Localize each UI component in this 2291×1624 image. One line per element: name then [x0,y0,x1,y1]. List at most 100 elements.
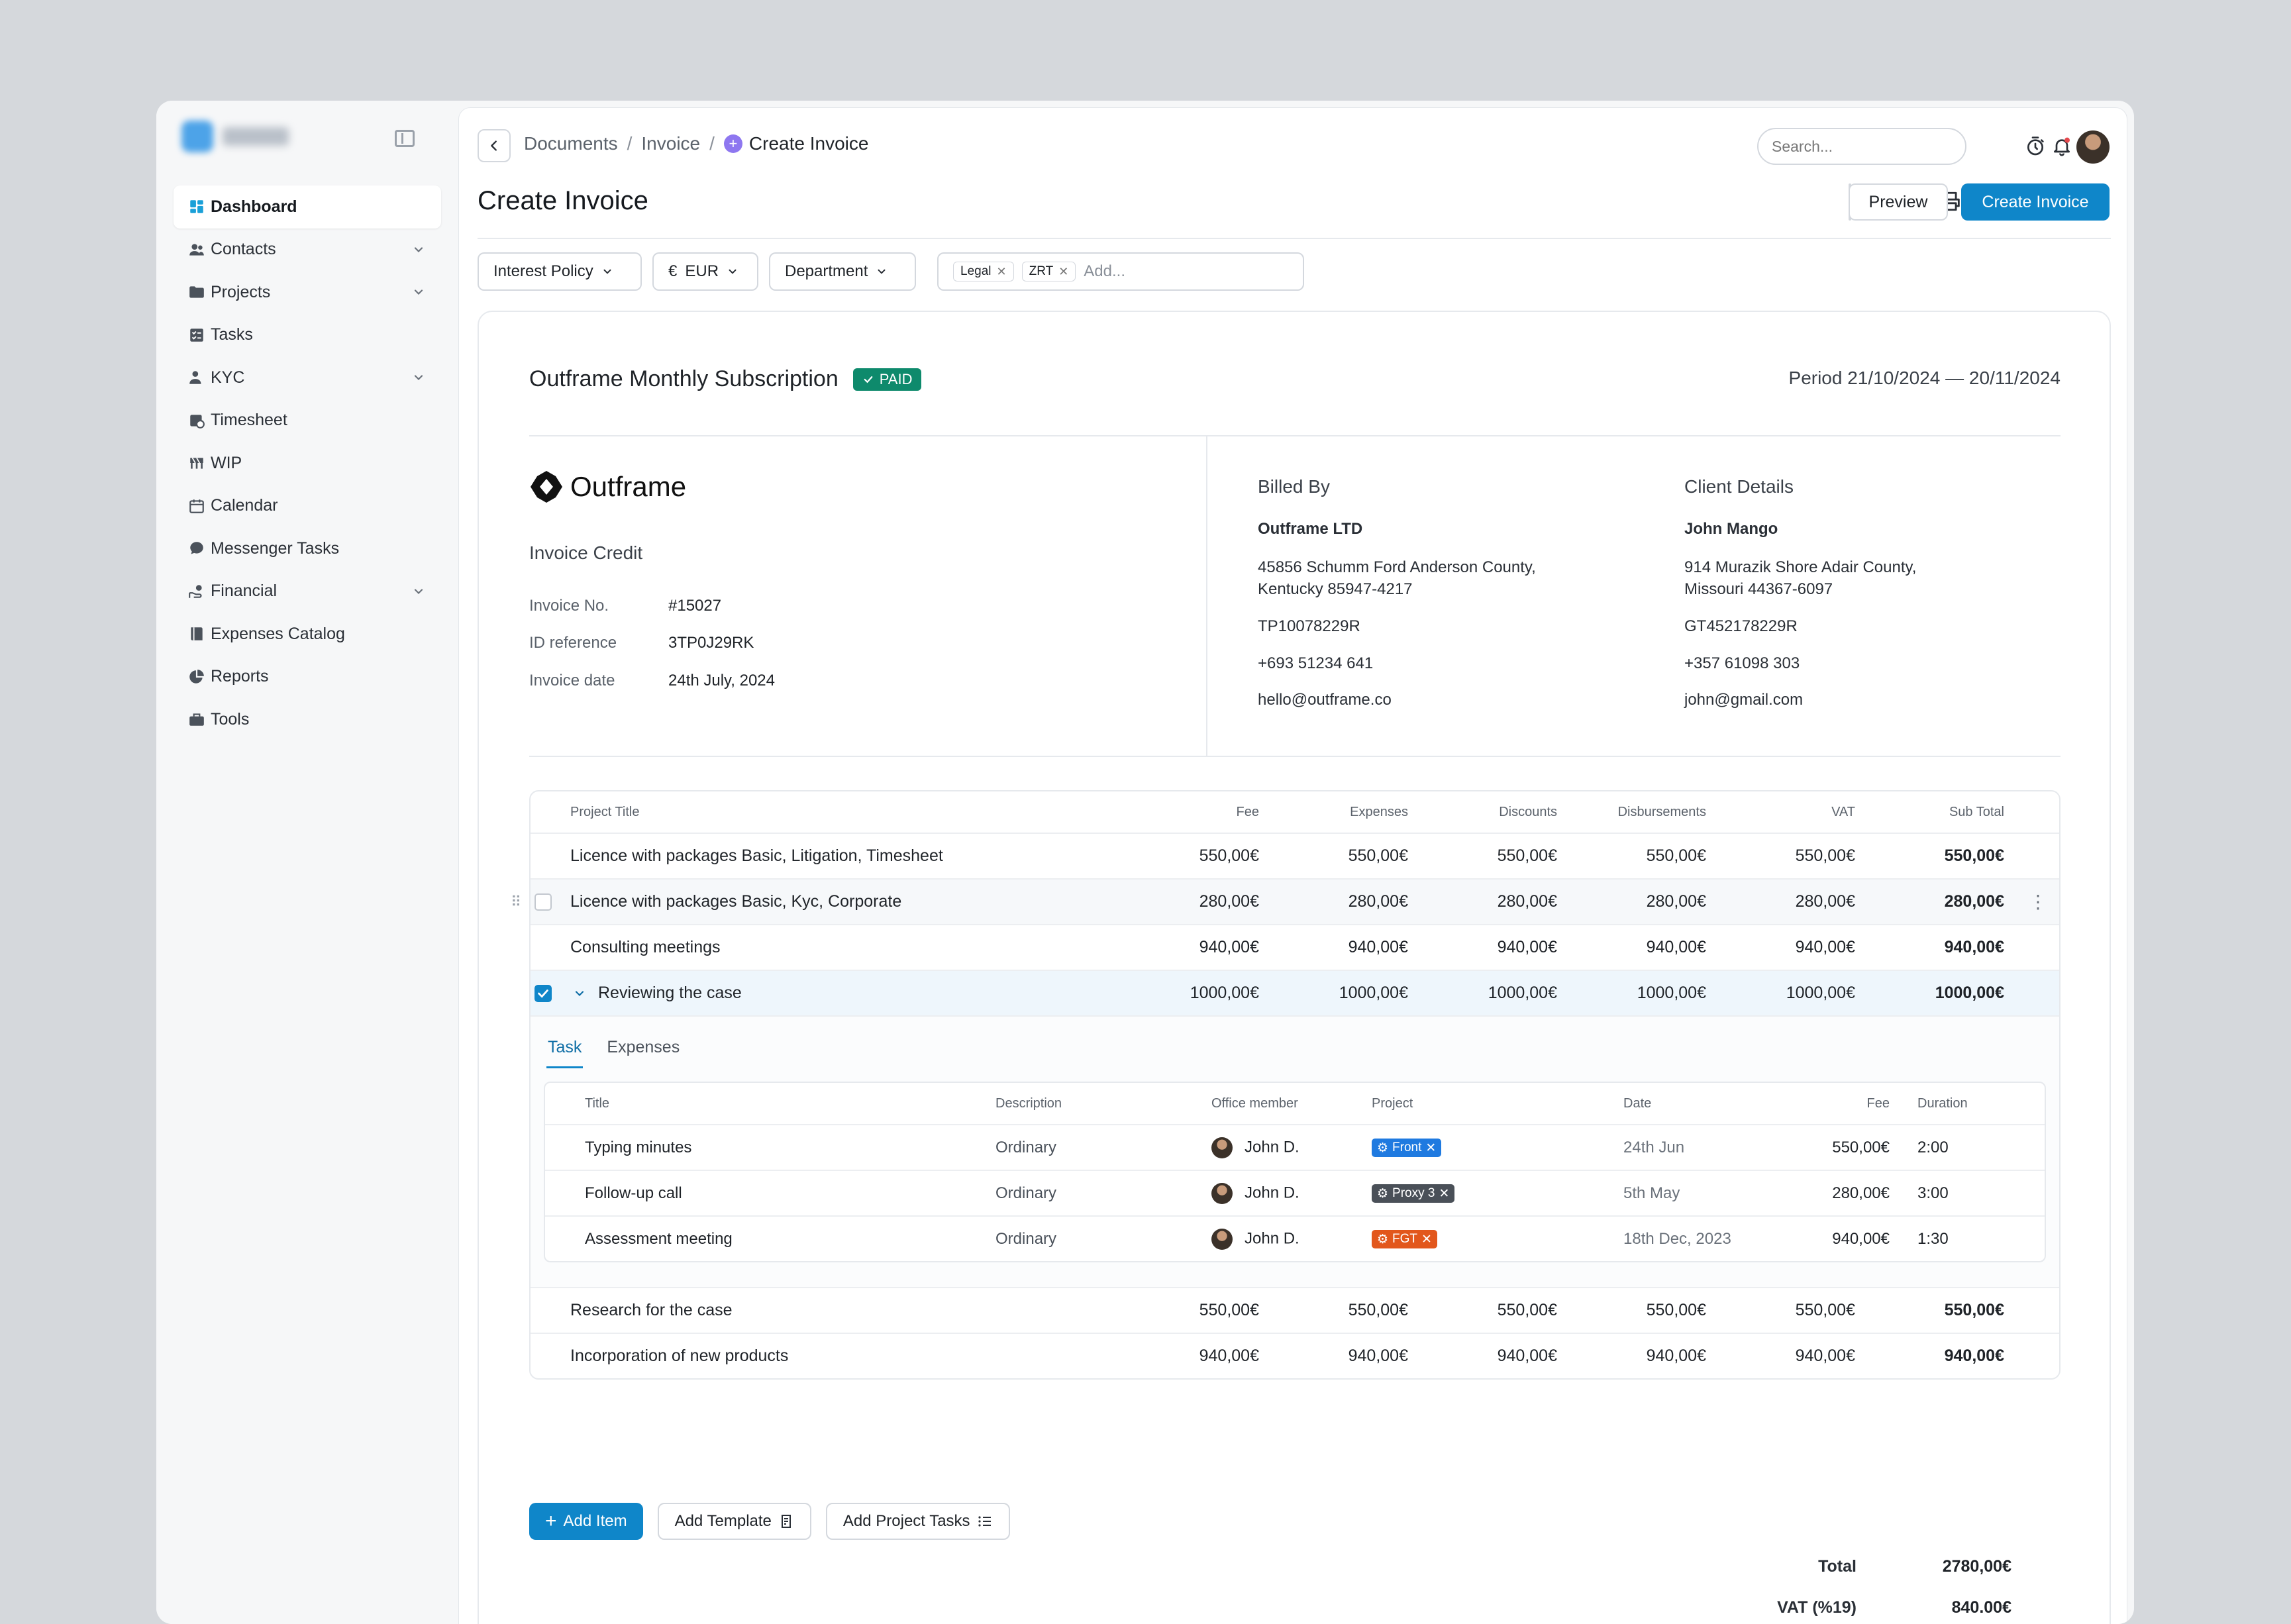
toolbox-icon [188,711,205,728]
row-checkbox[interactable] [535,893,552,911]
sidebar-item-wip[interactable]: WIP [174,442,441,485]
sidebar-item-projects[interactable]: Projects [174,271,441,314]
table-row[interactable]: ⠿ ⋮ Licence with packages Basic, Kyc, Corp… [511,878,2059,924]
sidebar-collapse-icon[interactable] [395,130,415,147]
sidebar-item-kyc[interactable]: KYC [174,356,441,399]
item-discounts: 280,00€ [1497,892,1557,911]
billed-by-phone: +693 51234 641 [1258,654,1374,672]
breadcrumb-invoice[interactable]: Invoice [641,133,701,154]
task-description: Ordinary [995,1229,1057,1248]
sidebar-item-expenses-catalog[interactable]: Expenses Catalog [174,613,441,656]
item-fee: 550,00€ [1199,846,1259,865]
add-project-tasks-button[interactable]: Add Project Tasks [825,1503,1010,1540]
item-title: Research for the case [570,1301,733,1319]
table-row[interactable]: Incorporation of new products 940,00€ 940,… [531,1333,2059,1378]
table-row[interactable]: Research for the case 550,00€ 550,00€ 550,0… [531,1287,2059,1333]
task-row[interactable]: Follow-up call Ordinary John D. ⚙ Proxy 3 ✕ 5t… [545,1170,2045,1215]
divider-vertical [1206,436,1207,757]
item-vat: 940,00€ [1795,1346,1855,1365]
table-row[interactable]: Consulting meetings 940,00€ 940,00€ 940,00€… [531,924,2059,970]
task-row[interactable]: Assessment meeting Ordinary John D. ⚙ FGT ✕ 18… [545,1215,2045,1261]
column-header: Office member [1211,1095,1298,1111]
preview-button[interactable]: Preview [1849,183,1948,221]
calendar-icon [188,497,205,515]
remove-project-icon[interactable]: ✕ [1421,1232,1432,1246]
column-header: Discounts [1499,804,1557,819]
add-item-button[interactable]: + Add Item [529,1503,643,1540]
bell-icon[interactable] [2051,136,2072,157]
item-sub: 940,00€ [1944,1346,2004,1365]
status-label: PAID [879,370,913,387]
table-row[interactable]: Licence with packages Basic, Litigation,… [531,833,2059,878]
tag-label: Legal [960,264,992,278]
status-badge: PAID [852,368,922,391]
sidebar-item-label: Calendar [211,496,278,515]
sidebar-item-timesheet[interactable]: Timesheet [174,399,441,442]
avatar [1211,1182,1233,1204]
pie-chart-icon [188,668,205,685]
divider [529,435,2061,436]
chevron-down-icon[interactable] [412,371,425,384]
remove-tag-icon[interactable]: ✕ [1058,264,1069,278]
sidebar-item-tasks[interactable]: Tasks [174,314,441,357]
sidebar-item-messenger-tasks[interactable]: Messenger Tasks [174,527,441,570]
item-expenses: 550,00€ [1348,846,1408,865]
table-row[interactable]: Reviewing the case 1000,00€ 1000,00€ 1000,0… [531,970,2059,1015]
project-gear-icon: ⚙ [1377,1186,1389,1201]
outframe-logo-icon [531,471,562,503]
add-template-button[interactable]: Add Template [657,1503,811,1540]
column-header: Fee [1236,804,1259,819]
remove-tag-icon[interactable]: ✕ [996,264,1007,278]
interest-policy-select[interactable]: Interest Policy [478,252,642,291]
search-input[interactable]: Search... [1757,128,1966,165]
item-expenses: 280,00€ [1348,892,1408,911]
id-reference-row: ID reference 3TP0J29RK [529,634,754,652]
chevron-down-icon[interactable] [412,285,425,299]
back-button[interactable] [478,129,511,162]
user-check-icon [188,369,205,386]
sidebar-item-financial[interactable]: Financial [174,570,441,613]
drag-handle-icon[interactable]: ⠿ [511,893,521,910]
item-fee: 940,00€ [1199,1346,1259,1365]
sidebar-item-contacts[interactable]: Contacts [174,228,441,272]
item-vat: 550,00€ [1795,1301,1855,1319]
sidebar-item-label: WIP [211,453,242,472]
sidebar-item-tools[interactable]: Tools [174,698,441,741]
project-label: Front [1392,1141,1422,1155]
tab-expenses[interactable]: Expenses [607,1038,680,1056]
chevron-down-icon[interactable] [412,243,425,256]
chevron-down-icon [878,269,886,274]
breadcrumb-documents[interactable]: Documents [524,133,618,154]
user-avatar[interactable] [2076,130,2110,164]
tab-task[interactable]: Task [546,1030,584,1068]
divider [529,756,2061,757]
row-checkbox-checked[interactable] [535,984,552,1002]
task-duration: 3:00 [1917,1184,1949,1202]
project-chip: ⚙ FGT ✕ [1372,1229,1437,1249]
billed-by-heading: Billed By [1258,476,1330,497]
task-date: 5th May [1623,1184,1680,1202]
item-disb: 550,00€ [1646,1301,1706,1319]
task-row[interactable]: Typing minutes Ordinary John D. ⚙ Front ✕ 24th… [545,1124,2045,1170]
chevron-down-icon[interactable] [412,585,425,598]
breadcrumb-separator: / [709,133,715,154]
document-icon [781,1515,791,1528]
create-invoice-button[interactable]: Create Invoice [1961,183,2110,221]
department-select[interactable]: Department [769,252,916,291]
more-vertical-icon[interactable]: ⋮ [2029,891,2047,912]
stopwatch-icon[interactable] [2025,136,2046,157]
billed-by-tax-id: TP10078229R [1258,617,1360,635]
tags-input[interactable]: Legal ✕ ZRT ✕ Add... [937,252,1304,291]
column-header: Expenses [1350,804,1408,819]
remove-project-icon[interactable]: ✕ [1425,1141,1437,1155]
sidebar-item-calendar[interactable]: Calendar [174,485,441,528]
remove-project-icon[interactable]: ✕ [1439,1186,1450,1201]
sidebar-item-dashboard[interactable]: Dashboard [174,185,441,228]
sidebar-item-reports[interactable]: Reports [174,656,441,699]
currency-select[interactable]: € EUR [652,252,758,291]
column-header: Title [585,1095,610,1111]
chevron-down-icon[interactable] [573,987,586,1000]
project-tag: ⚙ Proxy 3 ✕ [1372,1184,1455,1203]
app-logo-text [223,127,289,146]
project-label: Proxy 3 [1392,1186,1435,1201]
